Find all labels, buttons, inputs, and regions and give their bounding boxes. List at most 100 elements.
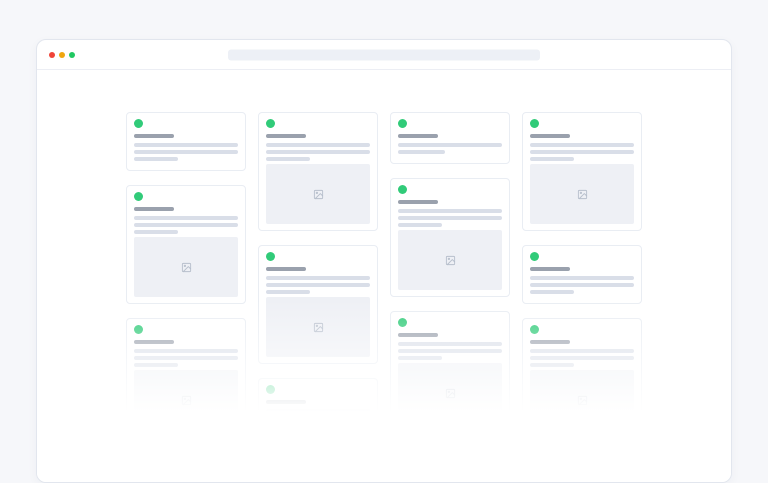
image-placeholder [530,370,634,430]
status-dot-icon [134,192,143,201]
feed-column [126,112,246,482]
skeleton-title [266,134,306,138]
image-placeholder [134,237,238,297]
skeleton-line [266,423,310,427]
skeleton-title [134,134,174,138]
skeleton-title [530,134,570,138]
skeleton-title [266,400,306,404]
skeleton-line [398,150,445,154]
skeleton-line [530,276,634,280]
image-icon [313,322,323,332]
minimize-button[interactable] [59,51,65,58]
feed-column [522,112,642,482]
status-dot-icon [398,185,407,194]
status-dot-icon [266,385,275,394]
feed-column [390,112,510,482]
image-placeholder [266,164,370,224]
image-placeholder [530,164,634,224]
skeleton-line [398,216,502,220]
skeleton-line [134,157,178,161]
skeleton-line [266,409,370,413]
skeleton-line [134,143,238,147]
skeleton-line [266,283,370,287]
skeleton-line [134,223,238,227]
skeleton-line [398,349,502,353]
skeleton-line [134,230,178,234]
skeleton-title [134,207,174,211]
feed-card-skeleton[interactable] [258,378,378,482]
skeleton-line [398,342,502,346]
feed-card-skeleton[interactable] [390,311,510,430]
browser-titlebar [37,40,731,70]
status-dot-icon [530,252,539,261]
skeleton-title [530,340,570,344]
feed-card-skeleton[interactable] [522,112,642,231]
address-bar[interactable] [228,49,540,60]
feed-card-skeleton[interactable] [390,112,510,164]
skeleton-line [266,150,370,154]
skeleton-line [530,363,574,367]
image-icon [577,395,587,405]
skeleton-line [398,223,442,227]
skeleton-line [134,363,178,367]
image-placeholder [266,430,370,482]
status-dot-icon [530,119,539,128]
card-grid [37,112,731,482]
skeleton-line [398,209,502,213]
skeleton-title [398,134,438,138]
skeleton-line [530,290,574,294]
skeleton-title [134,340,174,344]
status-dot-icon [398,119,407,128]
skeleton-line [530,143,634,147]
skeleton-line [530,356,634,360]
feed-column [258,112,378,482]
status-dot-icon [266,252,275,261]
image-placeholder [398,230,502,290]
feed-card-skeleton[interactable] [126,318,246,437]
zoom-button[interactable] [69,51,75,58]
feed-card-skeleton[interactable] [390,178,510,297]
image-icon [181,262,191,272]
skeleton-title [266,267,306,271]
skeleton-line [134,216,238,220]
image-placeholder [134,370,238,430]
skeleton-line [530,157,574,161]
status-dot-icon [134,119,143,128]
image-placeholder [266,297,370,357]
feed-card-skeleton[interactable] [126,112,246,171]
status-dot-icon [134,325,143,334]
image-icon [313,455,323,465]
image-icon [445,255,455,265]
feed-card-skeleton[interactable] [522,245,642,304]
image-icon [577,189,587,199]
skeleton-line [530,283,634,287]
skeleton-line [266,157,310,161]
status-dot-icon [266,119,275,128]
skeleton-line [134,356,238,360]
feed-card-skeleton[interactable] [522,318,642,437]
skeleton-line [134,349,238,353]
feed-card-skeleton[interactable] [258,245,378,364]
feed-content [37,70,731,482]
skeleton-line [266,290,310,294]
feed-card-skeleton[interactable] [258,112,378,231]
image-icon [445,388,455,398]
image-icon [313,189,323,199]
image-icon [181,395,191,405]
skeleton-title [530,267,570,271]
browser-window [36,39,732,483]
status-dot-icon [530,325,539,334]
traffic-lights [49,51,75,58]
skeleton-line [398,143,502,147]
close-button[interactable] [49,51,55,58]
feed-card-skeleton[interactable] [126,185,246,304]
skeleton-line [530,349,634,353]
skeleton-line [266,276,370,280]
skeleton-line [266,143,370,147]
skeleton-title [398,333,438,337]
skeleton-line [266,416,370,420]
skeleton-line [398,356,442,360]
skeleton-title [398,200,438,204]
image-placeholder [398,363,502,423]
skeleton-line [134,150,238,154]
